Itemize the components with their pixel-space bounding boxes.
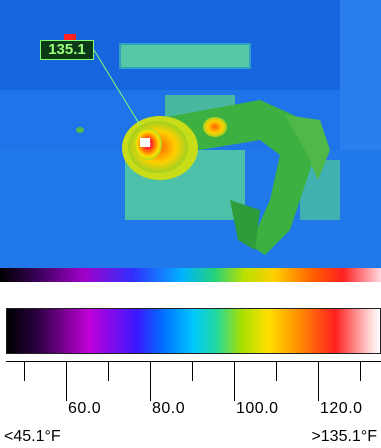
tick-mark — [276, 361, 277, 381]
tick-mark — [108, 361, 109, 381]
tick-mark — [192, 361, 193, 381]
tick-label: 100.0 — [236, 400, 279, 417]
background-bar — [120, 44, 250, 68]
tick-label: 120.0 — [320, 400, 363, 417]
tick-mark — [66, 361, 67, 401]
spot-leader-line — [93, 49, 141, 126]
max-temperature-label: >135.1°F — [311, 428, 377, 445]
tick-mark — [24, 361, 25, 381]
tick-label: 60.0 — [68, 400, 102, 417]
spot-marker-icon — [64, 34, 76, 40]
tick-mark — [318, 361, 319, 401]
scale-axis — [6, 361, 381, 362]
spot-temperature-readout: 135.1 — [40, 40, 94, 60]
temperature-scale-bar — [6, 308, 381, 354]
tick-mark — [234, 361, 235, 401]
tick-mark — [360, 361, 361, 381]
tick-mark — [150, 361, 151, 401]
min-temperature-label: <45.1°F — [4, 428, 61, 445]
palette-strip — [0, 268, 381, 282]
thermal-image: 135.1 — [0, 0, 381, 268]
tick-label: 80.0 — [152, 400, 186, 417]
thermal-scene — [0, 0, 381, 268]
